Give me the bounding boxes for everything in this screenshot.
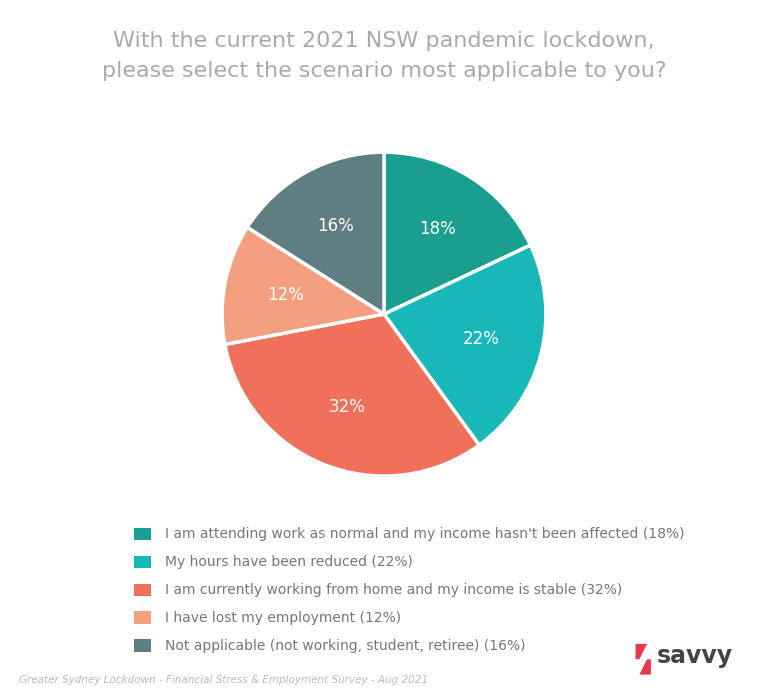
Text: Greater Sydney Lockdown - Financial Stress & Employment Survey - Aug 2021: Greater Sydney Lockdown - Financial Stre… [19,676,429,685]
Text: 32%: 32% [329,399,366,417]
Wedge shape [225,314,479,476]
Text: I am currently working from home and my income is stable (32%): I am currently working from home and my … [165,583,622,597]
Text: Not applicable (not working, student, retiree) (16%): Not applicable (not working, student, re… [165,639,525,653]
Wedge shape [384,245,546,445]
Text: 22%: 22% [463,330,500,348]
Text: I am attending work as normal and my income hasn't been affected (18%): I am attending work as normal and my inc… [165,527,684,541]
Text: 12%: 12% [267,286,304,304]
Polygon shape [635,644,650,674]
Text: 16%: 16% [317,217,354,235]
Text: 18%: 18% [419,221,456,238]
Wedge shape [247,152,384,314]
Text: With the current 2021 NSW pandemic lockdown,
please select the scenario most app: With the current 2021 NSW pandemic lockd… [101,31,667,81]
Text: I have lost my employment (12%): I have lost my employment (12%) [165,611,401,625]
Wedge shape [222,228,384,344]
Text: My hours have been reduced (22%): My hours have been reduced (22%) [165,555,413,569]
Text: savvy: savvy [657,644,733,668]
Wedge shape [384,152,531,314]
